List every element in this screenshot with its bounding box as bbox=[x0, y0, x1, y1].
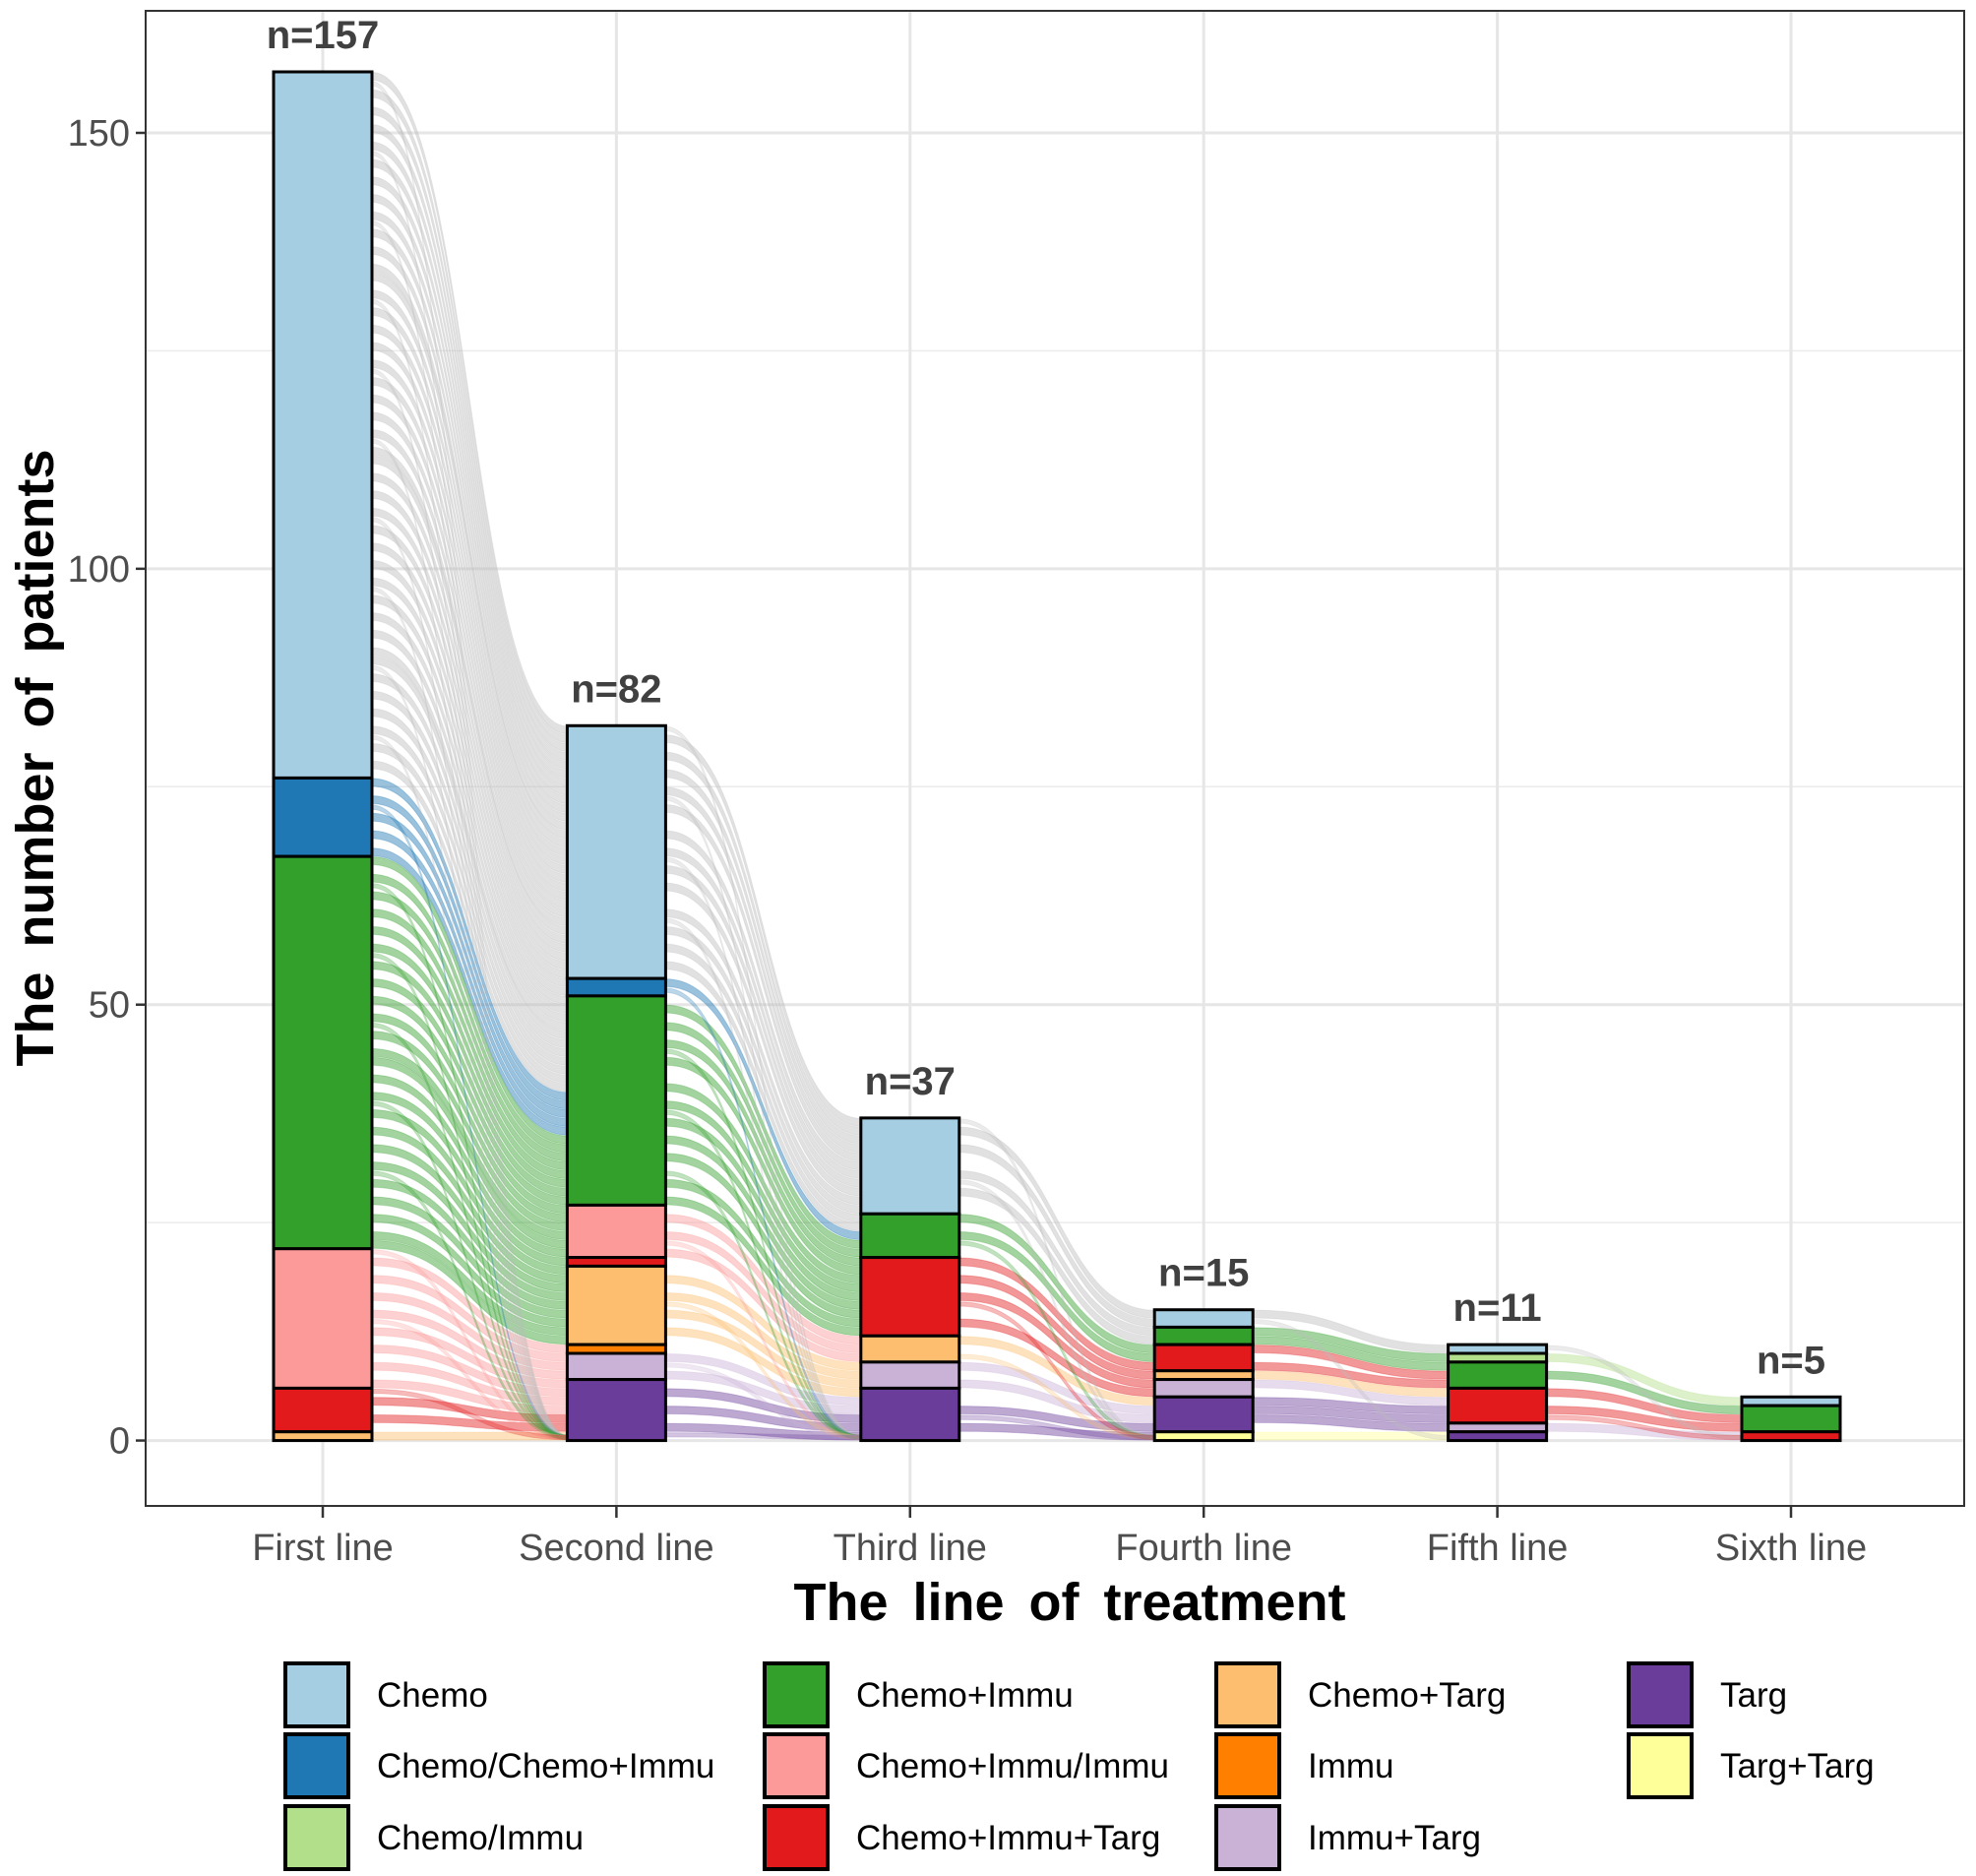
count-label: n=11 bbox=[1453, 1286, 1542, 1330]
count-label: n=37 bbox=[865, 1060, 956, 1103]
count-label: n=15 bbox=[1158, 1252, 1249, 1295]
bar-segment-chemo-chemo-immu bbox=[272, 776, 374, 858]
legend-label: Immu bbox=[1308, 1747, 1394, 1785]
legend-label: Chemo+Targ bbox=[1308, 1676, 1506, 1715]
bar-segment-targ bbox=[1152, 1395, 1255, 1434]
bar-segment-targ bbox=[859, 1386, 961, 1443]
y-tick-label: 100 bbox=[68, 549, 130, 591]
bar-segment-chemo-immu bbox=[1447, 1360, 1549, 1390]
bar-segment-chemo-targ bbox=[565, 1264, 667, 1346]
bar-segment-chemo-immu bbox=[565, 994, 667, 1207]
bar-segment-immu-targ bbox=[565, 1351, 667, 1382]
legend-swatch bbox=[763, 1732, 830, 1799]
legend-swatch bbox=[1627, 1732, 1694, 1799]
bar-segment-targ-targ bbox=[1152, 1430, 1255, 1443]
bar-segment-chemo-immu bbox=[859, 1212, 961, 1260]
legend-swatch bbox=[763, 1804, 830, 1871]
axes: 0 50 100 150 First line Second line Third line… bbox=[68, 113, 1868, 1569]
x-tick-label: First line bbox=[252, 1528, 394, 1569]
legend-label: Immu+Targ bbox=[1308, 1819, 1481, 1857]
y-tick-label: 150 bbox=[68, 113, 130, 155]
legend-label: Chemo+Immu+Targ bbox=[856, 1819, 1160, 1857]
bar-segment-chemo-immu bbox=[1740, 1404, 1842, 1434]
bar-segment-chemo-chemo-immu bbox=[565, 976, 667, 998]
count-label: n=82 bbox=[571, 667, 661, 711]
bar-segment-immu-targ bbox=[859, 1360, 961, 1390]
bar-segment-chemo-targ bbox=[272, 1430, 374, 1443]
legend-swatch bbox=[1214, 1661, 1281, 1728]
y-tick-label: 0 bbox=[109, 1421, 130, 1463]
legend-swatch bbox=[763, 1661, 830, 1728]
count-label: n=157 bbox=[267, 14, 380, 57]
bar-segment-targ bbox=[565, 1378, 667, 1443]
bar-segment-chemo bbox=[272, 70, 374, 780]
bar-segment-chemo-immu-immu bbox=[272, 1247, 374, 1390]
bar-segment-chemo bbox=[565, 723, 667, 980]
legend-label: Chemo/Immu bbox=[377, 1819, 584, 1857]
legend-label: Chemo/Chemo+Immu bbox=[377, 1747, 714, 1785]
plot-panel-border bbox=[145, 10, 1965, 1507]
legend-label: Targ bbox=[1720, 1676, 1787, 1715]
y-tick-label: 50 bbox=[89, 985, 130, 1027]
legend: Chemo Chemo/Chemo+Immu Chemo/Immu Chemo+Imm… bbox=[283, 1661, 1875, 1871]
legend-label: Chemo+Immu/Immu bbox=[856, 1747, 1169, 1785]
legend-swatch bbox=[1214, 1732, 1281, 1799]
bar-segment-chemo-immu-targ bbox=[1740, 1430, 1842, 1443]
bar-segment-chemo bbox=[1152, 1308, 1255, 1329]
y-axis-title: The number of patients bbox=[6, 449, 65, 1066]
bar-segment-chemo-immu bbox=[1152, 1325, 1255, 1346]
bar-segment-immu-targ bbox=[1152, 1378, 1255, 1399]
bar-segment-chemo-immu-targ bbox=[859, 1256, 961, 1338]
bar-segment-chemo-immu bbox=[272, 854, 374, 1251]
x-tick-label: Sixth line bbox=[1715, 1528, 1867, 1569]
bar-segment-chemo-immu-targ bbox=[1447, 1386, 1549, 1425]
bar-segment-chemo bbox=[859, 1116, 961, 1216]
bar-segment-targ bbox=[1447, 1430, 1549, 1443]
count-labels: n=157 n=82 n=37 n=15 n=11 n=5 bbox=[267, 14, 1825, 1382]
bar-segment-chemo-immu-targ bbox=[272, 1386, 374, 1434]
x-tick-label: Second line bbox=[519, 1528, 714, 1569]
x-tick-label: Fourth line bbox=[1115, 1528, 1292, 1569]
legend-swatch bbox=[1627, 1661, 1694, 1728]
bar-segment-chemo-immu-immu bbox=[565, 1203, 667, 1260]
legend-label: Chemo+Immu bbox=[856, 1676, 1074, 1715]
count-label: n=5 bbox=[1757, 1339, 1825, 1382]
legend-swatch bbox=[283, 1732, 350, 1799]
flows bbox=[371, 71, 1743, 1441]
legend-swatch bbox=[1214, 1804, 1281, 1871]
legend-swatch bbox=[283, 1804, 350, 1871]
legend-swatch bbox=[283, 1661, 350, 1728]
stacked-bars bbox=[272, 70, 1842, 1443]
bar-segment-chemo-targ bbox=[859, 1334, 961, 1364]
x-tick-label: Third line bbox=[834, 1528, 987, 1569]
x-tick-label: Fifth line bbox=[1427, 1528, 1569, 1569]
x-axis-title: The line of treatment bbox=[793, 1573, 1345, 1632]
bar-segment-chemo-immu-targ bbox=[1152, 1343, 1255, 1373]
legend-label: Chemo bbox=[377, 1676, 488, 1715]
legend-label: Targ+Targ bbox=[1720, 1747, 1875, 1785]
